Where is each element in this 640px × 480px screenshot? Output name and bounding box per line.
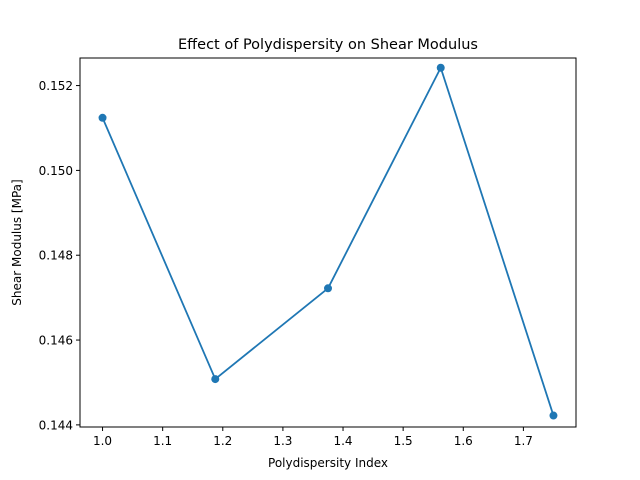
x-tick-label: 1.4 xyxy=(333,434,352,448)
y-tick-label: 0.146 xyxy=(39,334,73,348)
y-axis-label: Shear Modulus [MPa] xyxy=(10,179,24,305)
data-point xyxy=(98,113,107,122)
y-tick-label: 0.152 xyxy=(39,79,73,93)
x-tick-label: 1.0 xyxy=(93,434,112,448)
data-point xyxy=(324,284,332,293)
x-tick-label: 1.7 xyxy=(514,434,533,448)
chart-title: Effect of Polydispersity on Shear Modulu… xyxy=(178,37,478,53)
data-point xyxy=(211,375,220,384)
x-axis-label: Polydispersity Index xyxy=(268,456,388,470)
y-tick-label: 0.150 xyxy=(39,164,73,178)
data-point xyxy=(436,63,445,72)
plot-layer xyxy=(98,63,558,420)
x-axis: 1.0 1.1 1.2 1.3 1.4 1.5 1.6 1.7 xyxy=(93,427,533,448)
x-tick-label: 1.6 xyxy=(454,434,473,448)
y-tick-label: 0.144 xyxy=(39,418,73,432)
data-point xyxy=(549,411,558,420)
y-axis: 0.144 0.146 0.148 0.150 0.152 xyxy=(39,79,80,432)
x-tick-label: 1.1 xyxy=(153,434,172,448)
x-tick-label: 1.3 xyxy=(273,434,292,448)
plot-area-frame xyxy=(79,57,577,428)
x-tick-label: 1.2 xyxy=(213,434,232,448)
y-tick-label: 0.148 xyxy=(39,249,73,263)
x-tick-label: 1.5 xyxy=(394,434,413,448)
